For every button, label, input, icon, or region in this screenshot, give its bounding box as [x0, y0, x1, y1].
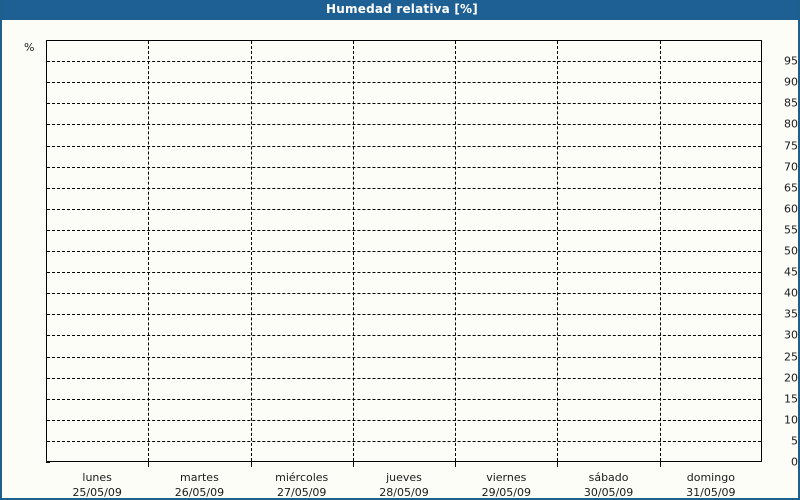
- gridline-horizontal: [47, 419, 761, 421]
- y-axis-tick-mark: [46, 293, 50, 295]
- gridline-horizontal: [47, 229, 761, 231]
- x-axis-date: 27/05/09: [277, 486, 327, 499]
- y-axis-tick-label: 55: [784, 223, 798, 237]
- x-axis-date: 30/05/09: [583, 486, 634, 499]
- x-axis-day-name: viernes: [486, 471, 527, 484]
- gridline-horizontal: [47, 293, 761, 295]
- y-axis-tick-mark: [46, 145, 50, 147]
- y-axis-tick-label: 0: [791, 455, 798, 469]
- y-axis: [2, 40, 42, 462]
- x-axis-tick-mark: [557, 462, 559, 467]
- y-axis-tick-mark: [46, 251, 50, 252]
- y-axis-tick-label: 40: [784, 286, 798, 300]
- y-axis-tick-mark: [46, 398, 50, 400]
- y-axis-tick-mark: [46, 187, 50, 189]
- y-axis-tick-mark: [46, 356, 50, 358]
- y-axis-tick-mark: [46, 419, 50, 421]
- gridline-horizontal: [47, 377, 761, 379]
- y-axis-tick-label: 65: [784, 181, 798, 195]
- gridline-vertical: [659, 41, 661, 461]
- x-axis-date: 31/05/09: [686, 486, 736, 499]
- y-axis-tick-mark: [46, 166, 50, 168]
- y-axis-tick-label: 75: [784, 139, 798, 152]
- y-axis-tick-mark: [46, 377, 50, 379]
- y-axis-tick-label: 30: [784, 328, 798, 342]
- y-axis-tick-label: 50: [784, 244, 798, 258]
- x-axis-day-name: jueves: [386, 471, 422, 484]
- gridline-horizontal: [47, 208, 761, 210]
- y-axis-tick-mark: [46, 229, 50, 231]
- y-axis-tick-label: 95: [784, 54, 798, 68]
- y-axis-tick-label: 5: [791, 434, 798, 448]
- x-axis-tick-label: martes 26/05/09: [139, 470, 259, 499]
- x-axis-tick-mark: [250, 462, 252, 467]
- x-axis-day-name: lunes: [82, 471, 112, 484]
- gridline-horizontal: [47, 356, 761, 358]
- x-axis-tick-label: domingo 31/05/09: [651, 470, 771, 499]
- x-axis-date: 25/05/09: [72, 486, 122, 499]
- y-axis-tick-label: 10: [784, 413, 798, 427]
- y-axis-tick-label: 85: [784, 96, 798, 110]
- gridline-horizontal: [47, 440, 761, 442]
- page-title: Humedad relativa [%]: [326, 2, 478, 16]
- x-axis-date: 29/05/09: [481, 486, 531, 499]
- y-axis-unit-label: %: [24, 41, 35, 54]
- x-axis-tick-label: sábado 30/05/09: [549, 470, 669, 499]
- x-axis-tick-mark: [455, 462, 457, 467]
- gridline-vertical: [250, 41, 252, 461]
- gridline-horizontal: [47, 335, 761, 337]
- gridline-vertical: [148, 41, 150, 461]
- x-axis-day-name: miércoles: [275, 471, 329, 484]
- y-axis-tick-mark: [46, 272, 50, 274]
- gridline-horizontal: [47, 124, 761, 126]
- x-axis-tick-label: lunes 25/05/09: [37, 470, 157, 499]
- x-axis-tick-mark: [148, 462, 150, 467]
- x-axis-date: 28/05/09: [379, 486, 429, 499]
- y-axis-tick-mark: [46, 462, 50, 463]
- y-axis-tick-mark: [46, 103, 50, 105]
- x-axis-tick-mark: [352, 462, 354, 467]
- gridline-horizontal: [47, 398, 761, 400]
- y-axis-tick-mark: [46, 335, 50, 337]
- y-axis-tick-label: 15: [784, 392, 798, 406]
- gridline-vertical: [557, 41, 559, 461]
- x-axis-day-name: martes: [180, 471, 219, 484]
- y-axis-tick-label: 80: [784, 117, 798, 131]
- y-axis-tick-mark: [46, 440, 50, 442]
- y-axis-tick-mark: [46, 314, 50, 316]
- gridline-horizontal: [47, 82, 761, 84]
- y-axis-tick-mark: [46, 61, 50, 63]
- gridline-horizontal: [47, 272, 761, 274]
- y-axis-tick-mark: [46, 82, 50, 84]
- y-axis-tick-label: 35: [784, 307, 798, 321]
- x-axis-tick-label: miércoles 27/05/09: [242, 470, 362, 499]
- gridline-horizontal: [47, 103, 761, 105]
- gridline-horizontal: [47, 166, 761, 168]
- gridline-horizontal: [47, 314, 761, 316]
- y-axis-tick-label: 25: [784, 350, 798, 363]
- chart-canvas: % 0 5 10 15 20 25 30 35 40 45 50 55 60 65 70 75 80 85 90 95…: [2, 22, 798, 498]
- y-axis-tick-label: 45: [784, 265, 798, 279]
- gridline-horizontal: [47, 251, 761, 252]
- y-axis-tick-mark: [46, 124, 50, 126]
- gridline-vertical: [455, 41, 457, 461]
- y-axis-tick-mark: [46, 208, 50, 210]
- y-axis-tick-label: 70: [784, 160, 798, 174]
- x-axis-tick-label: jueves 28/05/09: [344, 470, 464, 499]
- x-axis-day-name: sábado: [588, 471, 629, 484]
- x-axis-day-name: domingo: [686, 471, 735, 484]
- gridline-horizontal: [47, 145, 761, 147]
- x-axis-date: 26/05/09: [174, 486, 225, 499]
- x-axis-tick-mark: [659, 462, 661, 467]
- y-axis-tick-label: 90: [784, 75, 798, 89]
- y-axis-tick-label: 20: [784, 371, 798, 385]
- gridline-horizontal: [47, 187, 761, 189]
- gridline-horizontal: [47, 61, 761, 63]
- gridline-vertical: [352, 41, 354, 461]
- plot-area: [46, 40, 762, 462]
- x-axis-tick-label: viernes 29/05/09: [446, 470, 566, 499]
- window-title-bar: Humedad relativa [%]: [2, 0, 798, 20]
- y-axis-tick-label: 60: [784, 202, 798, 216]
